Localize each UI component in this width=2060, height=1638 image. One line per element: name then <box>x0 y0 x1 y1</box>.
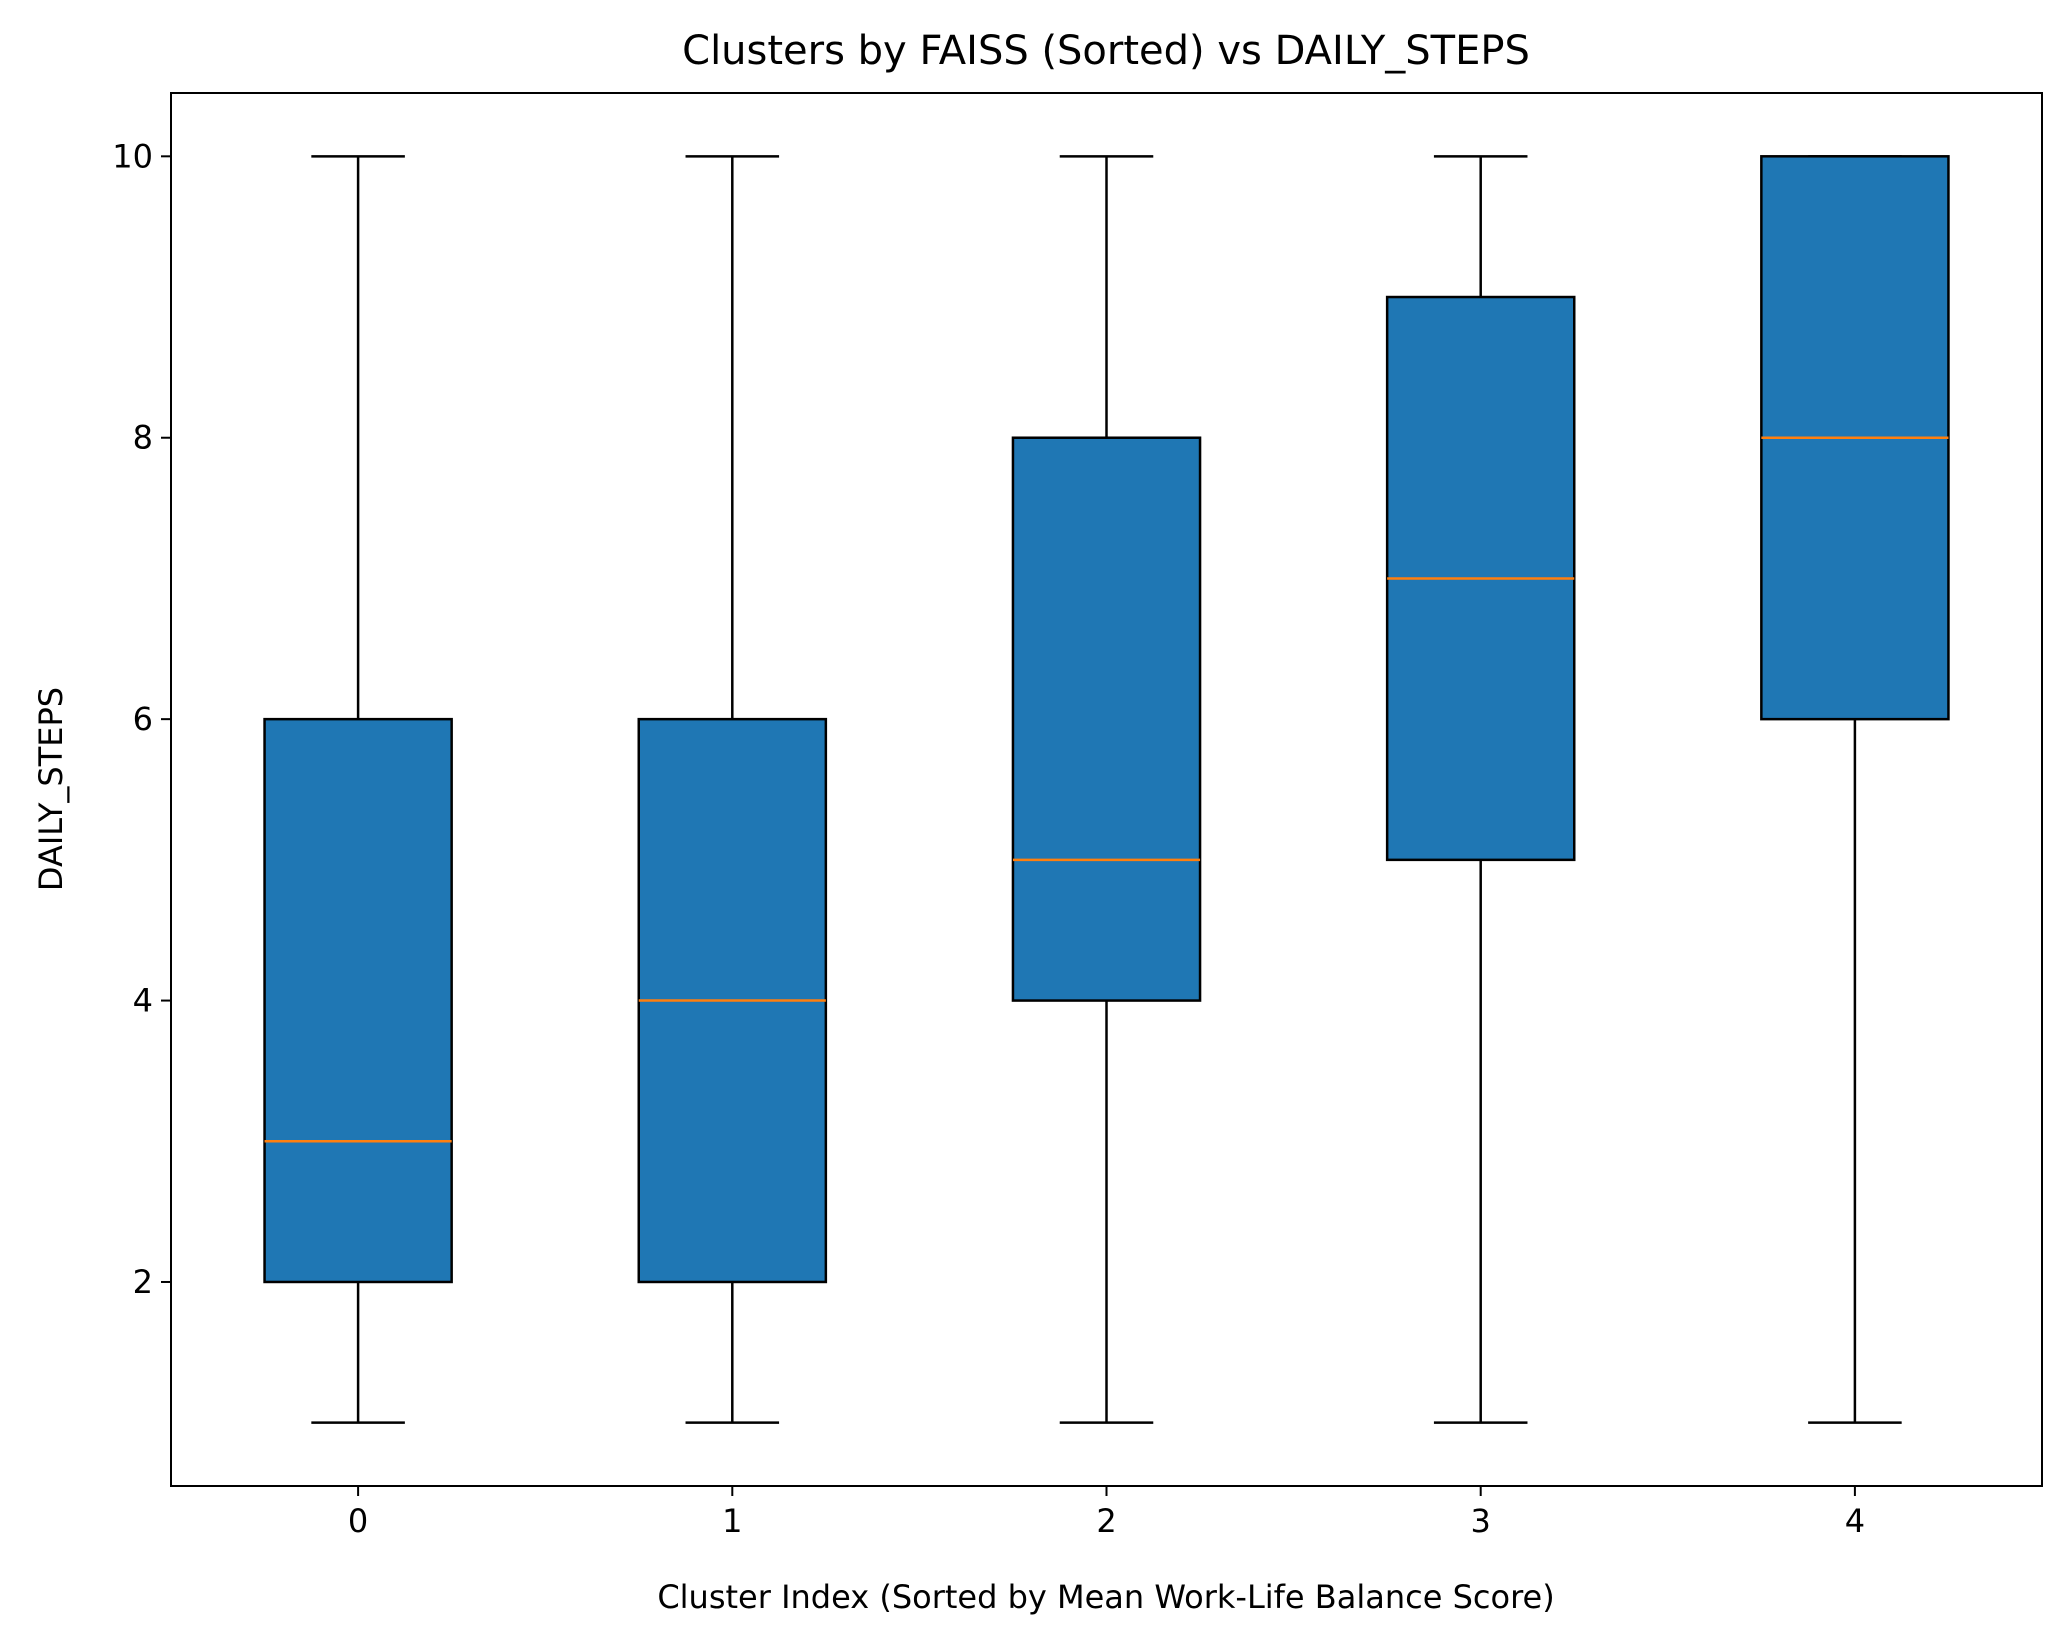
box-3 <box>1385 155 1576 1424</box>
box-1 <box>637 155 828 1424</box>
box-4 <box>1760 155 1950 1424</box>
y-axis-label: DAILY_STEPS <box>32 687 70 891</box>
x-tick-label: 0 <box>348 1502 368 1540</box>
y-tick-label: 2 <box>133 1263 153 1301</box>
x-axis-label: Cluster Index (Sorted by Mean Work-Life … <box>657 1578 1554 1616</box>
y-tick-label: 10 <box>112 137 153 175</box>
iqr-box <box>263 717 453 1284</box>
y-tick-label: 6 <box>133 700 153 738</box>
x-tick-label: 4 <box>1845 1502 1865 1540</box>
plot-frame <box>170 92 2043 1487</box>
y-tick-label: 4 <box>133 982 153 1020</box>
x-tick-label: 3 <box>1471 1502 1491 1540</box>
box-2 <box>1011 155 1202 1424</box>
x-tick-label: 2 <box>1096 1502 1116 1540</box>
plot-area: 0 1 2 3 4 2 4 6 8 10 <box>112 137 1950 1540</box>
chart-title: Clusters by FAISS (Sorted) vs DAILY_STEP… <box>682 28 1530 74</box>
x-tick-label: 1 <box>722 1502 742 1540</box>
iqr-box <box>1011 436 1202 1002</box>
box-0 <box>263 155 453 1424</box>
y-tick-label: 8 <box>133 419 153 457</box>
